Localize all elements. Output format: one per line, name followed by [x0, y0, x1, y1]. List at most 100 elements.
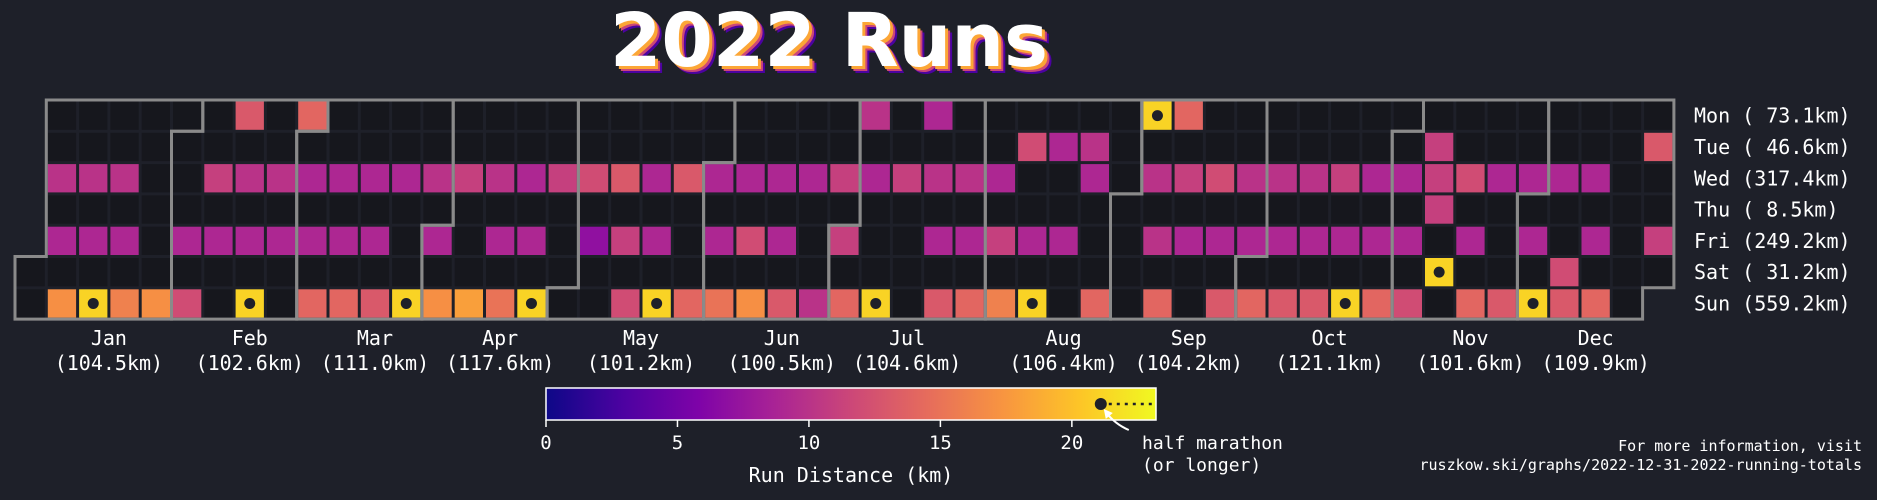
day-cell: [1268, 195, 1297, 224]
run-cell: [705, 289, 734, 318]
day-cell: [799, 101, 828, 130]
month-label: Apr: [482, 326, 518, 350]
day-cell: [110, 101, 139, 130]
run-cell: [548, 164, 577, 193]
run-cell: [423, 226, 452, 255]
day-cell: [1143, 258, 1172, 287]
run-cell: [892, 164, 922, 193]
day-cell: [1393, 132, 1422, 162]
day-cell: [1331, 258, 1360, 287]
day-cell: [1550, 101, 1579, 130]
day-cell: [1299, 258, 1329, 287]
day-cell: [173, 101, 202, 130]
run-cell: [360, 289, 390, 318]
run-cell: [454, 164, 483, 193]
day-cell: [799, 132, 828, 162]
run-cell: [1393, 164, 1422, 193]
day-cell: [986, 195, 1016, 224]
month-label: Dec: [1578, 326, 1614, 350]
day-cell: [1268, 132, 1297, 162]
day-cell: [892, 132, 922, 162]
day-cell: [892, 289, 922, 318]
run-cell: [799, 164, 828, 193]
day-cell: [1644, 164, 1673, 193]
run-cell: [673, 164, 703, 193]
run-cell: [705, 164, 734, 193]
day-cell: [548, 195, 577, 224]
day-cell: [1518, 132, 1548, 162]
run-cell: [1644, 132, 1673, 162]
day-cell: [1456, 132, 1485, 162]
run-cell: [1362, 289, 1391, 318]
day-cell: [79, 258, 108, 287]
day-cell: [611, 258, 640, 287]
day-cell: [799, 226, 828, 255]
run-cell: [298, 289, 327, 318]
run-cell: [1237, 289, 1266, 318]
day-cell: [486, 258, 515, 287]
month-label: Mar: [357, 326, 393, 350]
day-cell: [1080, 195, 1109, 224]
month-label: Aug: [1045, 326, 1081, 350]
day-cell: [1112, 226, 1141, 255]
run-cell: [1518, 164, 1548, 193]
day-cell: [548, 226, 577, 255]
run-cell: [1425, 195, 1454, 224]
day-cell: [79, 132, 108, 162]
month-border: [1515, 98, 1676, 321]
day-cell: [767, 132, 796, 162]
day-cell: [1018, 258, 1047, 287]
day-cell: [454, 101, 483, 130]
month-borders: [13, 98, 1676, 321]
day-cell: [830, 195, 859, 224]
run-cell: [329, 289, 358, 318]
run-cell: [1205, 226, 1235, 255]
day-cell: [1080, 258, 1109, 287]
day-cell: [642, 195, 671, 224]
weekday-label: Sun (559.2km): [1694, 291, 1851, 315]
run-cell: [79, 164, 108, 193]
run-cell: [266, 164, 296, 193]
run-cell: [736, 164, 765, 193]
run-cell: [486, 289, 515, 318]
day-cell: [1112, 101, 1141, 130]
month-label: Oct: [1312, 326, 1348, 350]
day-cell: [79, 101, 108, 130]
run-cell: [298, 226, 327, 255]
day-cell: [517, 101, 546, 130]
day-cell: [548, 101, 577, 130]
day-cell: [266, 132, 296, 162]
day-cell: [955, 101, 984, 130]
half-marathon-marker: [1527, 297, 1539, 309]
day-cell: [173, 258, 202, 287]
day-cell: [1425, 289, 1454, 318]
day-cell: [1205, 195, 1235, 224]
run-cell: [924, 226, 953, 255]
month-total-label: (104.5km): [55, 351, 163, 375]
run-cell: [1049, 132, 1078, 162]
day-cell: [266, 195, 296, 224]
day-cell: [1487, 101, 1516, 130]
month-total-label: (117.6km): [446, 351, 554, 375]
day-cell: [360, 258, 390, 287]
run-cell: [1268, 289, 1297, 318]
day-cell: [1331, 195, 1360, 224]
half-marathon-marker: [870, 297, 882, 309]
day-cell: [986, 101, 1016, 130]
chart-title: 2022 Runs 2022 Runs 2022 Runs 2022 Runs: [610, 0, 1055, 91]
run-cell: [1018, 132, 1047, 162]
day-cell: [360, 101, 390, 130]
day-cell: [673, 195, 703, 224]
run-cell: [298, 101, 327, 130]
day-cell: [673, 101, 703, 130]
day-cell: [1174, 132, 1203, 162]
day-cell: [1143, 195, 1172, 224]
day-cell: [1581, 101, 1610, 130]
day-cell: [1237, 258, 1266, 287]
run-cell: [47, 164, 77, 193]
day-cell: [235, 132, 264, 162]
run-cell: [360, 226, 390, 255]
day-cell: [392, 132, 421, 162]
day-cell: [611, 132, 640, 162]
